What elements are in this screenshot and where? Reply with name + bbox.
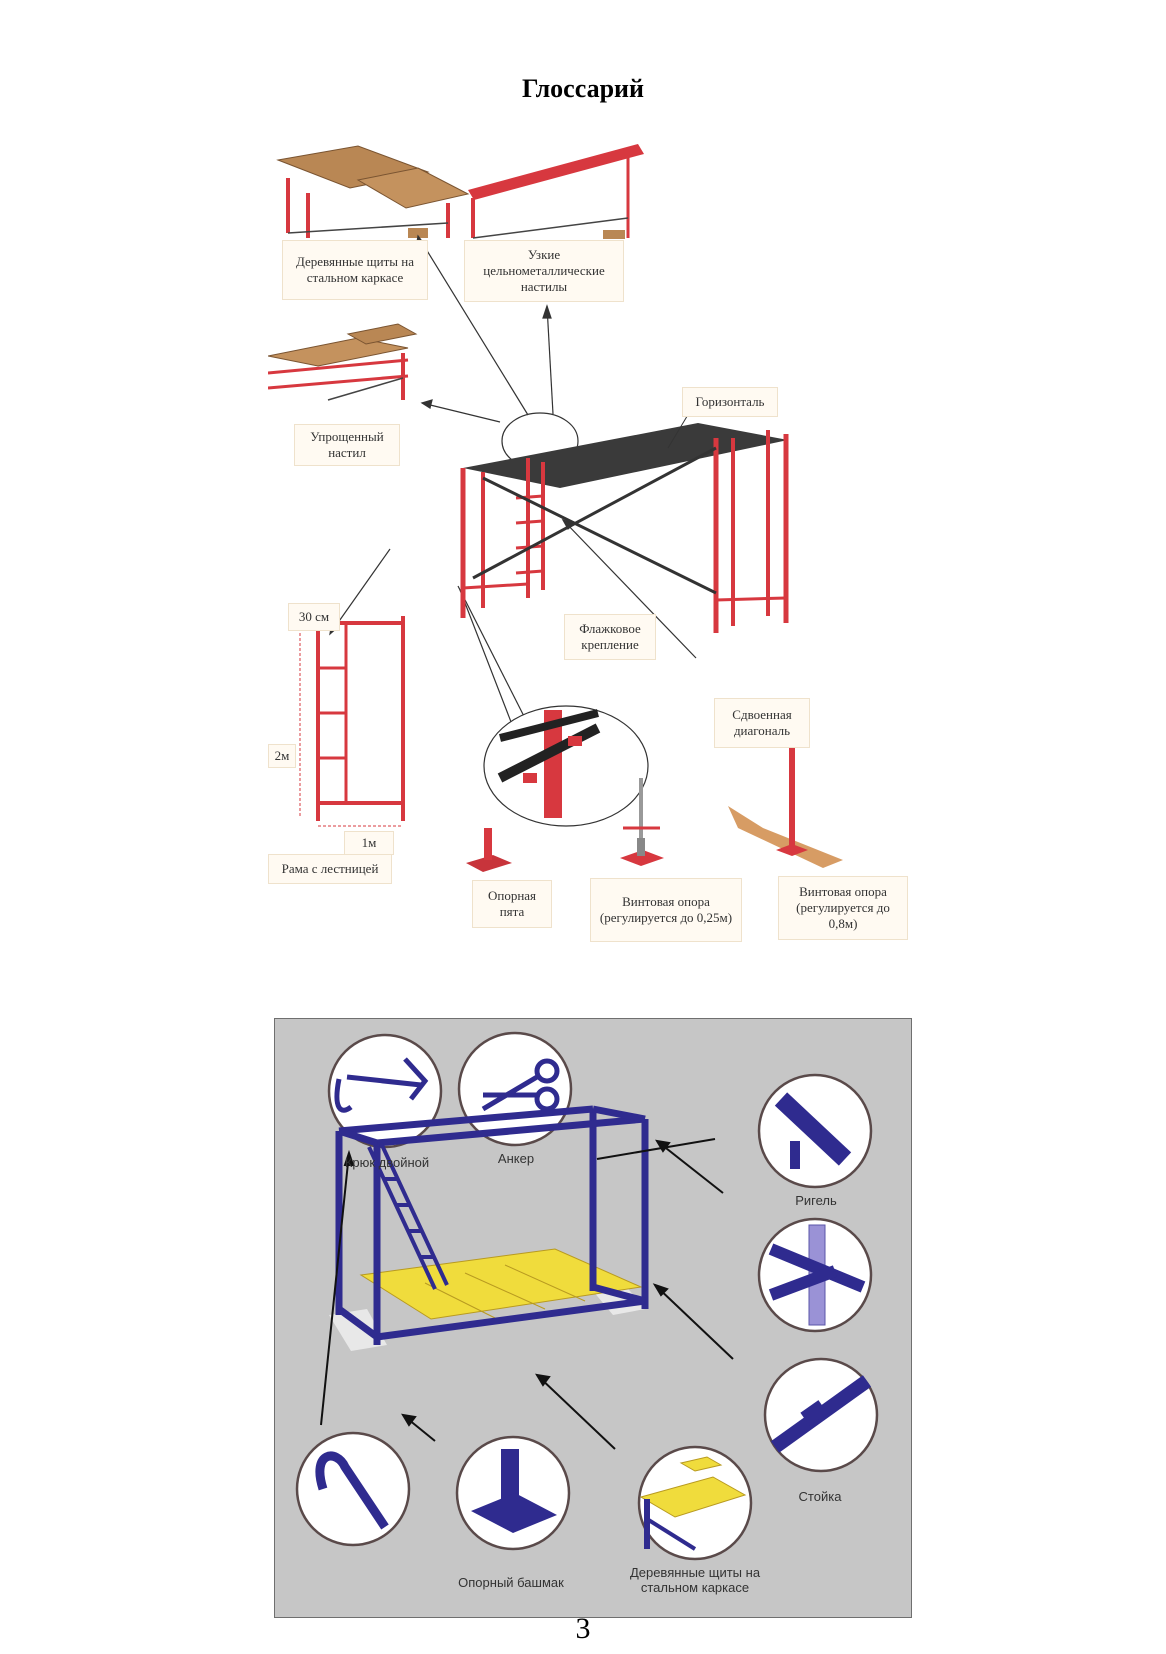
scaffold-diagram-blue: Крюк двойной Анкер Ригель Стойка Опорный…: [274, 1018, 912, 1618]
label-dim-2m: 2м: [268, 744, 296, 768]
page-title: Глоссарий: [521, 74, 644, 103]
crossbar-detail-icon: [774, 1092, 852, 1169]
narrow-decks-illustration: [468, 144, 644, 239]
label-anchor: Анкер: [497, 1151, 535, 1166]
label-post: Стойка: [798, 1489, 842, 1504]
double-hook-icon: [334, 1057, 429, 1113]
label-screw-support-025: Винтовая опора (регулируется до 0,25м): [590, 878, 742, 942]
page-number: 3: [575, 1612, 591, 1645]
base-plate-illustration: [466, 828, 512, 872]
label-flag-mount: Флажковое крепление: [564, 614, 656, 660]
main-scaffold: [460, 397, 789, 633]
label-crossbar: Ригель: [795, 1193, 837, 1208]
label-narrow-decks: Узкие цельнометаллические настилы: [464, 240, 624, 302]
support-shoe-detail-icon: [471, 1449, 557, 1533]
label-frame-ladder: Рама с лестницей: [268, 854, 392, 884]
clamp-detail-icon: [768, 1224, 866, 1326]
label-double-diagonal: Сдвоенная диагональ: [714, 698, 810, 748]
blue-main-scaffold: [329, 1105, 649, 1351]
label-horizontal: Горизонталь: [682, 387, 778, 417]
label-simplified-deck: Упрощенный настил: [294, 424, 400, 466]
label-dim-1m: 1м: [344, 831, 394, 855]
post-detail-icon: [770, 1375, 872, 1453]
frame-with-ladder: [299, 616, 405, 827]
label-wooden-shields: Деревянные щиты на стальном каркасе: [282, 240, 428, 300]
hook-detail-icon: [315, 1451, 389, 1530]
screw-support-08-illustration: [728, 728, 843, 868]
label-dim-30cm: 30 см: [288, 603, 340, 631]
label-base-plate: Опорная пята: [472, 880, 552, 928]
label-double-hook: Крюк двойной: [344, 1155, 430, 1170]
wooden-shields-detail-icon: [639, 1456, 747, 1551]
flag-mount-detail: [483, 705, 649, 827]
label-support-shoe: Опорный башмак: [458, 1575, 564, 1590]
screw-support-025-illustration: [620, 778, 664, 866]
scaffold-blue-illustration: [295, 1031, 879, 1561]
label-wooden-shields-blue: Деревянные щиты на стальном каркасе: [629, 1565, 761, 1595]
simplified-deck-illustration: [268, 323, 418, 401]
label-screw-support-08: Винтовая опора (регулируется до 0,8м): [778, 876, 908, 940]
blue-callout-arrows: [320, 1138, 734, 1450]
scaffold-diagram-red: Деревянные щиты на стальном каркасе Узки…: [268, 138, 908, 990]
wooden-shields-illustration: [276, 145, 470, 238]
anchor-icon: [481, 1058, 560, 1112]
